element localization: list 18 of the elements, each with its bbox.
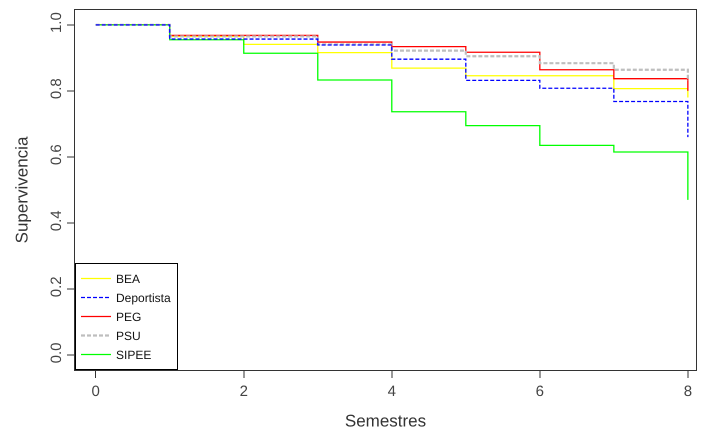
x-tick-label: 8 — [684, 383, 692, 400]
x-tick-label: 6 — [536, 383, 544, 400]
legend-label: BEA — [116, 272, 140, 286]
legend-label: SIPEE — [116, 348, 152, 362]
legend-label: PEG — [116, 310, 142, 324]
y-tick-label: 0.4 — [48, 210, 65, 232]
x-axis-title: Semestres — [344, 411, 426, 430]
y-axis-title: Supervivencia — [12, 136, 32, 244]
legend-label: PSU — [116, 329, 141, 344]
y-tick-label: 1.0 — [48, 12, 65, 34]
x-tick-label: 4 — [388, 383, 396, 400]
legend-label: Deportista — [116, 291, 172, 306]
y-tick-label: 0.2 — [48, 276, 65, 298]
y-tick-label: 0.6 — [48, 144, 65, 166]
y-tick-label: 0.0 — [48, 342, 65, 364]
y-tick-label: 0.8 — [48, 78, 65, 100]
x-tick-label: 0 — [92, 383, 100, 400]
x-tick-label: 2 — [240, 383, 248, 400]
